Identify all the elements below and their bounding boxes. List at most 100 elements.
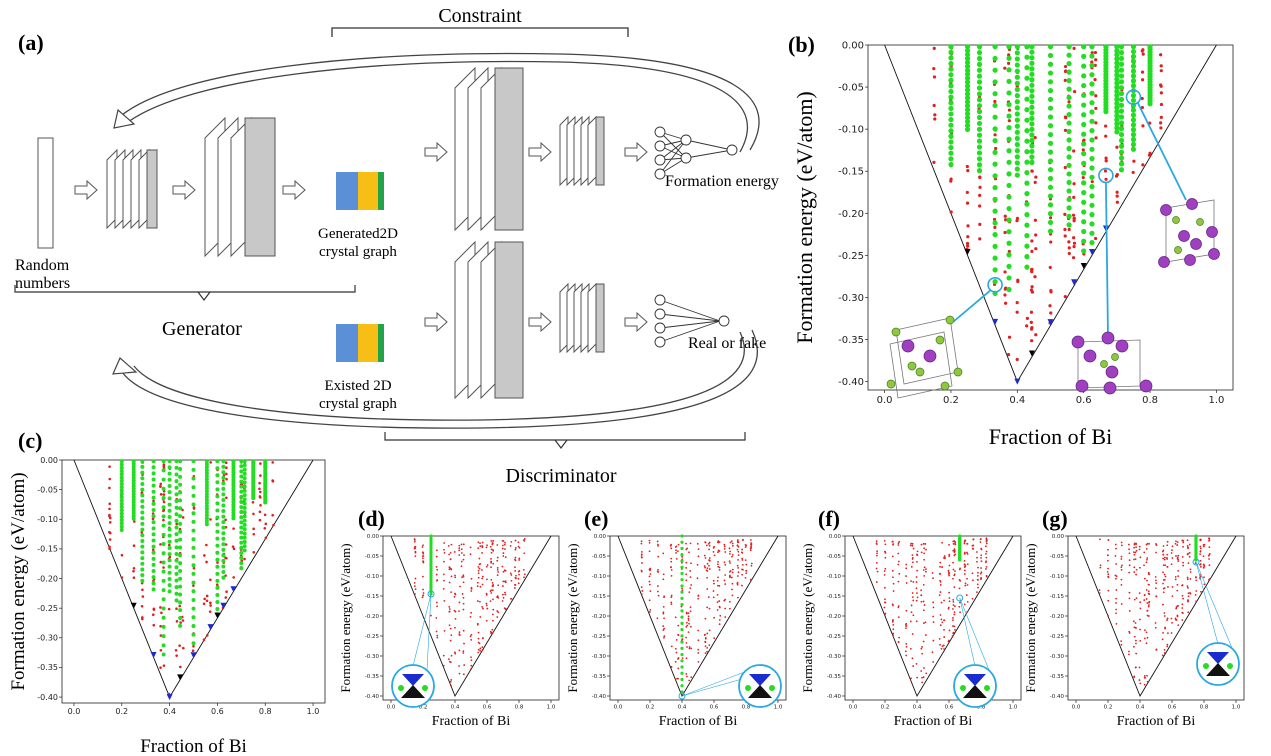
green-point [1118,167,1125,173]
x-tick-label: 0.2 [419,705,428,711]
red-point [1007,335,1012,339]
red-point [504,608,507,611]
red-point [736,564,739,567]
red-point [716,593,719,596]
red-point [496,559,499,562]
red-point [1146,680,1149,683]
green-point [1081,209,1087,215]
y-tick-label: -0.35 [592,674,607,680]
y-tick-label: 0.00 [367,534,380,540]
green-point [1047,105,1054,111]
red-point [704,652,707,655]
red-point [175,607,178,611]
red-point [1146,614,1149,617]
green-point [1006,125,1012,131]
green-point [1006,171,1012,177]
red-point [504,541,506,544]
red-point [1140,105,1145,110]
red-point [1166,643,1169,646]
red-point [491,542,494,544]
green-point [242,548,247,553]
red-point [911,554,914,557]
red-point [489,545,492,548]
red-point [481,541,484,544]
green-point [221,514,226,519]
red-point [662,629,665,631]
red-point [689,610,692,613]
y-tick-label: 0.00 [829,534,842,540]
green-point [140,573,145,578]
red-point [108,486,111,490]
red-point [1208,558,1210,560]
green-point [204,489,209,494]
panel-g: (g) 0.0 0.2 0.4 0.6 0.8 1.00.00-0.05-0.10-0.1… [1023,506,1245,729]
red-point [958,587,961,590]
green-point [1024,128,1030,134]
red-point [272,523,275,527]
red-point [1186,585,1189,588]
green-point [215,473,220,478]
red-point [449,558,452,561]
red-point [920,589,923,592]
hull-marker [190,652,197,659]
green-point [1024,180,1030,186]
red-point [1189,578,1192,580]
y-tick-label: -0.20 [365,614,380,620]
red-point [1093,78,1097,82]
red-point [1163,573,1166,576]
red-point [1143,676,1146,679]
green-point [215,607,220,612]
red-point [1115,194,1119,198]
green-point [119,482,124,487]
red-point [492,562,495,565]
red-point [224,556,227,560]
red-point [953,549,956,551]
red-point [1128,630,1131,633]
red-point [179,665,182,669]
red-point [490,548,493,551]
green-point [239,556,244,561]
red-point [1099,538,1101,541]
green-point [167,496,172,501]
green-point [1089,100,1095,106]
red-point [1132,645,1135,648]
hull-marker [1028,350,1035,357]
green-point [1066,196,1072,203]
y-tick-label: -0.10 [37,515,58,524]
red-point [884,601,887,604]
red-point [501,565,504,568]
red-point [490,592,493,594]
green-point [680,684,684,688]
red-point [175,654,178,657]
green-point [204,516,209,521]
green-point [221,536,226,541]
green-point [167,564,172,569]
green-point [1029,126,1035,132]
red-point [1120,541,1123,544]
green-point [191,537,196,542]
green-point [1047,202,1054,208]
green-point [1047,219,1054,226]
red-point [1107,615,1110,617]
red-point [1131,170,1135,175]
generator-brace [14,285,356,293]
red-point [688,551,690,554]
red-point [640,553,643,556]
green-point [231,516,236,521]
red-point [486,544,488,547]
green-point [174,585,179,590]
green-point [976,120,983,127]
green-point [1047,114,1054,120]
green-point [976,61,983,67]
red-point [670,560,673,563]
green-point [131,470,136,475]
red-point [1090,60,1094,64]
panel-d: (d) 0.0 0.2 0.4 0.6 0.8 1.00.00-0.05-0.10-0.1… [338,506,560,729]
green-point [167,570,172,575]
red-point [458,633,461,636]
red-point [1120,544,1123,547]
red-point [491,613,494,616]
red-point [1120,603,1123,605]
red-point [454,592,456,595]
y-tick-label: -0.25 [1050,634,1065,640]
